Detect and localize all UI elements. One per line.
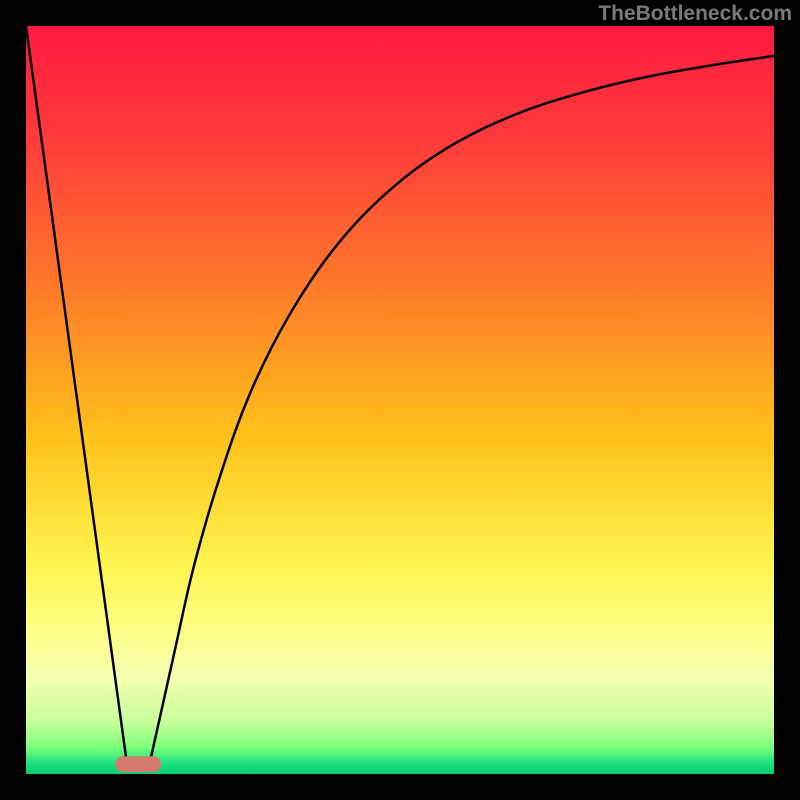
bottleneck-marker <box>115 756 161 772</box>
chart-background-gradient <box>26 26 774 774</box>
bottleneck-chart <box>0 0 800 800</box>
watermark-text: TheBottleneck.com <box>598 2 792 26</box>
